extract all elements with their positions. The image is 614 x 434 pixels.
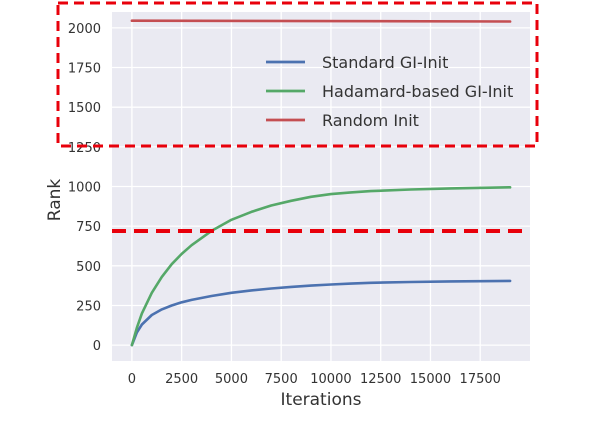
legend-label: Standard GI-Init bbox=[322, 53, 448, 72]
y-tick-label: 1500 bbox=[68, 101, 101, 116]
x-tick-label: 2500 bbox=[165, 372, 198, 387]
x-tick-label: 12500 bbox=[360, 372, 401, 387]
x-tick-label: 10000 bbox=[310, 372, 351, 387]
x-tick-label: 5000 bbox=[215, 372, 248, 387]
series-line-3 bbox=[130, 19, 512, 23]
y-axis-label: Rank bbox=[45, 179, 65, 222]
y-tick-label: 0 bbox=[93, 339, 101, 354]
x-axis-label: Iterations bbox=[281, 390, 362, 410]
series-line-1 bbox=[130, 279, 512, 347]
y-tick-label: 500 bbox=[76, 260, 101, 275]
y-tick-label: 1000 bbox=[68, 181, 101, 196]
y-tick-label: 1250 bbox=[68, 141, 101, 156]
x-tick-label: 7500 bbox=[265, 372, 298, 387]
x-tick-label: 0 bbox=[128, 372, 136, 387]
highlight-dashed-box bbox=[56, 1, 539, 148]
y-tick-label: 1750 bbox=[68, 62, 101, 77]
series-line-2 bbox=[130, 186, 512, 347]
y-tick-label: 750 bbox=[76, 220, 101, 235]
legend: Standard GI-Init Hadamard-based GI-Init Ra… bbox=[266, 53, 513, 130]
series-layer bbox=[130, 19, 512, 347]
legend-label: Hadamard-based GI-Init bbox=[322, 82, 513, 101]
x-tick-labels: 0 2500 5000 7500 10000 12500 15000 17500 bbox=[128, 372, 501, 387]
y-tick-label: 250 bbox=[76, 299, 101, 314]
legend-label: Random Init bbox=[322, 111, 419, 130]
x-tick-label: 15000 bbox=[410, 372, 451, 387]
y-tick-label: 2000 bbox=[68, 22, 101, 37]
y-tick-labels: 0 250 500 750 1000 1250 1500 1750 2000 bbox=[68, 22, 101, 354]
x-tick-label: 17500 bbox=[460, 372, 501, 387]
